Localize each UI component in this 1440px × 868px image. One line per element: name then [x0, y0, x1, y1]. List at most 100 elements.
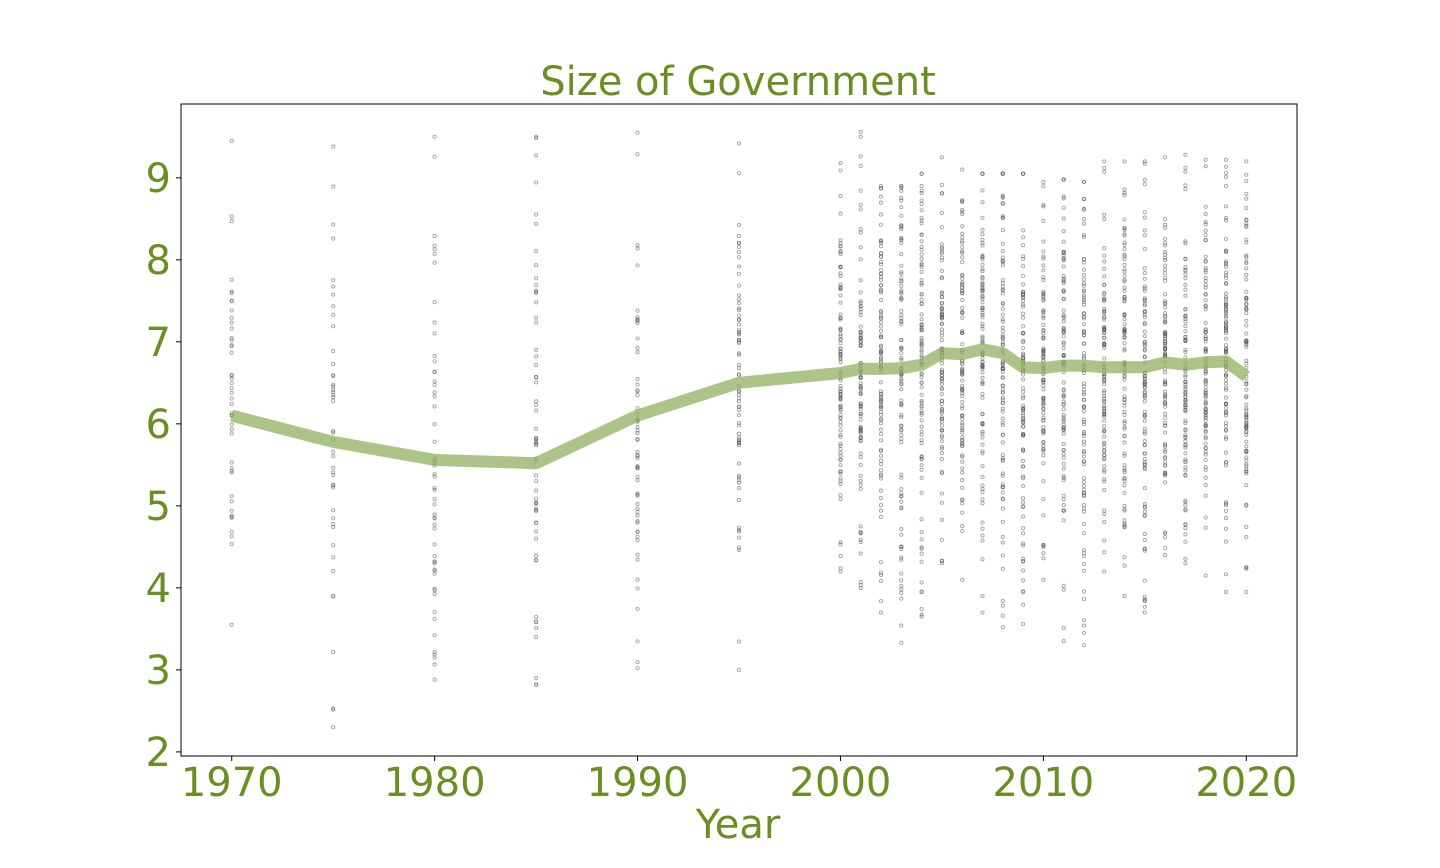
scatter-point [1081, 630, 1086, 635]
scatter-point [939, 433, 944, 438]
scatter-point [1102, 398, 1107, 403]
scatter-point [635, 453, 640, 458]
scatter-point [878, 404, 884, 410]
scatter-point [1163, 444, 1168, 449]
scatter-point [1142, 548, 1147, 553]
scatter-point [736, 392, 742, 397]
scatter-point [1223, 336, 1229, 341]
scatter-point [1163, 346, 1168, 351]
scatter-point [1081, 322, 1086, 327]
x-tick-label: 2020 [1195, 760, 1297, 806]
scatter-point [1163, 155, 1168, 160]
scatter-point [1081, 397, 1086, 402]
scatter-point [858, 230, 863, 235]
scatter-point [858, 486, 863, 491]
scatter-point [1122, 433, 1127, 439]
scatter-point [635, 534, 640, 539]
scatter-point [960, 342, 965, 347]
scatter-point [1081, 409, 1086, 414]
scatter-point [1061, 328, 1066, 333]
scatter-point [1061, 392, 1066, 397]
scatter-point [1000, 423, 1005, 428]
scatter-point [1000, 387, 1005, 392]
scatter-point [939, 338, 944, 343]
scatter-point [878, 389, 884, 394]
scatter-point [1102, 479, 1107, 484]
scatter-point [980, 334, 985, 339]
scatter-point [1041, 513, 1046, 518]
scatter-point [1041, 577, 1046, 582]
scatter-point [1102, 411, 1107, 417]
scatter-point [331, 555, 336, 560]
scatter-point [919, 400, 924, 405]
scatter-point [980, 475, 985, 480]
scatter-point [1203, 320, 1208, 325]
scatter-point [736, 297, 742, 302]
scatter-point [1081, 422, 1086, 427]
scatter-point [1000, 317, 1005, 322]
scatter-point [960, 245, 965, 250]
scatter-point [534, 635, 539, 640]
scatter-point [331, 568, 336, 573]
scatter-point [838, 434, 843, 439]
scatter-point [432, 487, 437, 492]
scatter-point [1203, 233, 1208, 238]
scatter-point [1203, 327, 1208, 332]
scatter-point [1142, 389, 1147, 394]
scatter-point [960, 485, 965, 490]
scatter-point [1122, 346, 1127, 351]
scatter-point [919, 456, 924, 461]
scatter-point [960, 421, 965, 426]
scatter-point [1163, 311, 1168, 316]
scatter-point [1183, 556, 1188, 561]
scatter-point [1122, 386, 1127, 391]
scatter-point [229, 376, 234, 381]
scatter-point [899, 357, 904, 362]
scatter-point [534, 320, 539, 325]
scatter-point [534, 248, 539, 253]
scatter-point [1163, 448, 1168, 453]
scatter-point [919, 408, 924, 413]
scatter-point [1203, 254, 1208, 259]
scatter-point [858, 290, 863, 295]
scatter-point [1000, 540, 1005, 545]
scatter-point [229, 386, 234, 391]
scatter-point [939, 210, 944, 215]
scatter-point [919, 297, 924, 302]
scatter-point [331, 483, 336, 488]
scatter-point [919, 559, 924, 564]
scatter-point [1183, 405, 1188, 410]
scatter-point [1142, 334, 1147, 339]
scatter-point [1122, 242, 1127, 247]
scatter-point [331, 473, 336, 478]
scatter-point [899, 270, 904, 275]
scatter-point [939, 537, 944, 542]
scatter-point [960, 470, 965, 475]
scatter-point [1102, 378, 1107, 383]
scatter-point [939, 305, 944, 310]
scatter-point [899, 213, 904, 218]
scatter-point [1041, 410, 1046, 416]
scatter-point [736, 250, 742, 255]
scatter-point [1081, 390, 1086, 395]
scatter-point [1163, 330, 1168, 335]
scatter-point [1122, 377, 1127, 382]
scatter-point [899, 184, 904, 189]
scatter-point [1102, 345, 1107, 350]
scatter-point [1223, 315, 1229, 320]
scatter-point [939, 300, 944, 305]
scatter-point [229, 219, 234, 224]
scatter-point [1102, 538, 1107, 543]
y-tick-label: 4 [146, 566, 171, 612]
scatter-point [1203, 222, 1208, 227]
scatter-point [939, 391, 944, 397]
scatter-point [1223, 381, 1229, 386]
scatter-point [1203, 379, 1208, 384]
scatter-point [1081, 430, 1086, 435]
scatter-point [838, 244, 843, 249]
scatter-point [1142, 286, 1147, 291]
scatter-point [1041, 447, 1046, 452]
scatter-point [1244, 255, 1249, 260]
scatter-point [1122, 247, 1127, 252]
